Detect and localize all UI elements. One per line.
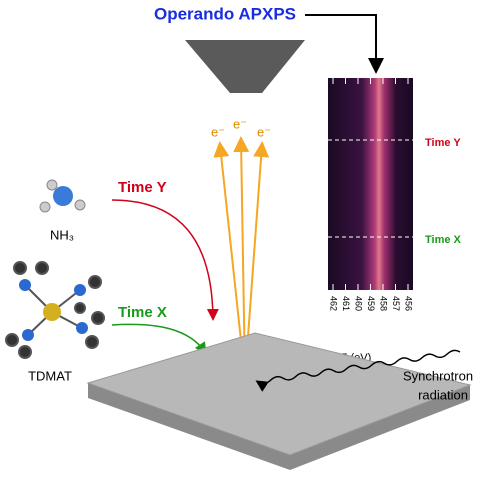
electron: e⁻ [233,116,247,131]
tick-label: 458 [379,296,389,311]
tick-label: 459 [366,296,376,311]
arrow [305,14,384,74]
molecule-label: NH₃ [50,227,74,242]
arrow [111,199,219,321]
source-label: radiation [418,387,468,402]
source-label: Synchrotron [403,368,473,383]
molecule-label: TDMAT [28,368,72,383]
marker-label: Time Y [425,137,461,149]
tick-label: 457 [391,296,401,311]
tick-label: 456 [404,296,414,311]
electron: e⁻ [211,124,225,139]
radiation [255,349,461,392]
tick-label: 460 [354,296,364,311]
pulse-label: Time Y [118,179,167,196]
electron: e⁻ [257,124,271,139]
tick-label: 462 [329,296,339,311]
marker-label: Time X [425,234,462,246]
tick-label: 461 [341,296,351,311]
pulse-label: Time X [118,304,167,321]
x-axis: 462 461 460 459 458 457 456 [329,78,414,311]
molecule [39,179,86,213]
substrate-side [88,383,470,470]
molecule [5,261,105,359]
analyzer [185,40,305,93]
substrate [86,332,472,456]
spectrum-map [328,78,413,290]
title: Operando APXPS [154,4,296,23]
arrow [111,323,207,355]
